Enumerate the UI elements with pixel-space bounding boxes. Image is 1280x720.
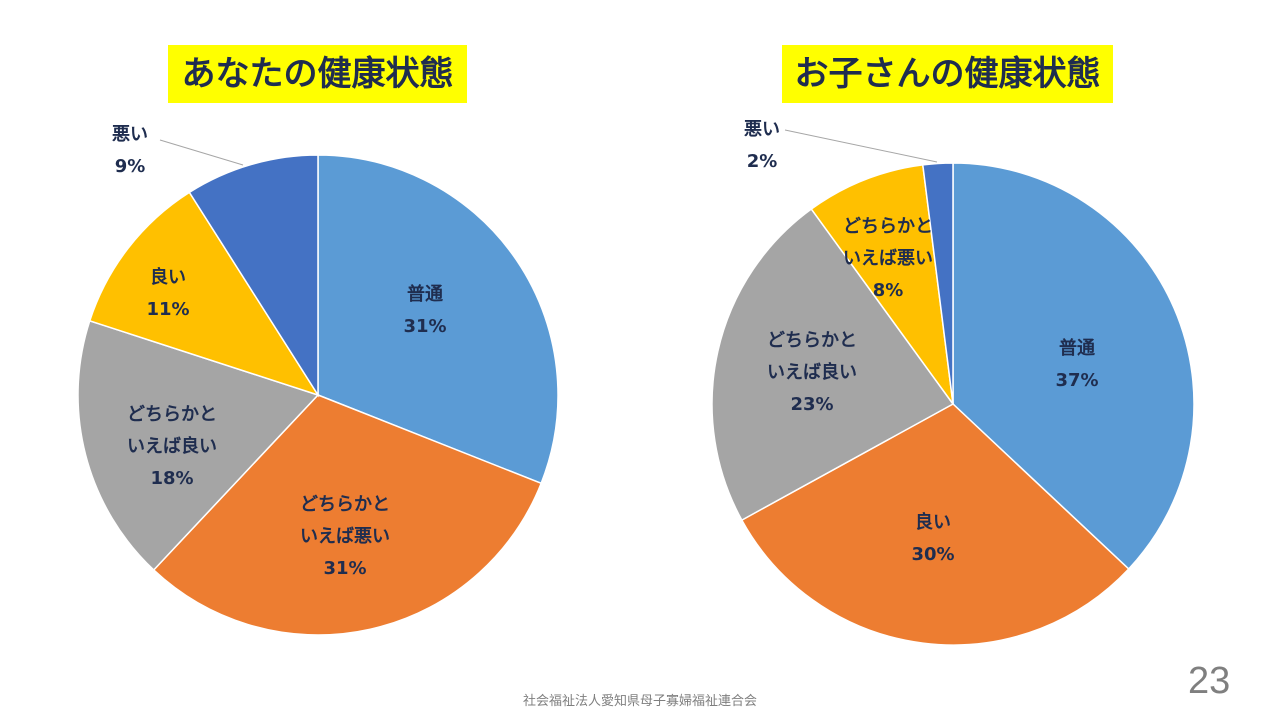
data-label-line: 普通 — [1059, 337, 1095, 359]
data-label-line: 9% — [115, 156, 146, 177]
data-label-line: 2% — [747, 151, 778, 172]
data-label-line: どちらかと — [767, 330, 857, 351]
pie-slice — [88, 191, 320, 397]
footer-organization: 社会福祉法人愛知県母子寡婦福祉連合会 — [522, 694, 757, 709]
data-label: 悪い 9% — [112, 124, 148, 177]
data-label-line: 30% — [911, 544, 954, 565]
pie-slice — [921, 162, 954, 405]
data-label: どちらかといえば悪い 8% — [843, 216, 933, 301]
pie-slice — [740, 403, 1130, 646]
leader-line — [784, 129, 938, 163]
data-label: 普通 31% — [403, 283, 446, 337]
leader-line — [159, 139, 244, 166]
data-label-line: 悪い — [744, 119, 780, 140]
data-label-line: どちらかと — [127, 404, 217, 425]
data-label-line: いえば良い — [127, 435, 217, 457]
data-label-line: 良い — [150, 266, 186, 288]
chart-title-self: あなたの健康状態 — [168, 45, 467, 103]
data-label: 良い 11% — [146, 266, 189, 320]
data-label: 良い 30% — [911, 511, 954, 565]
data-label-line: 31% — [323, 558, 366, 579]
pie-slice — [952, 162, 1195, 571]
data-label-line: 31% — [403, 316, 446, 337]
data-label-line: 悪い — [112, 124, 148, 145]
data-label-line: どちらかと — [843, 216, 933, 237]
data-label: 普通 37% — [1055, 337, 1098, 391]
data-label-line: 良い — [915, 511, 951, 533]
pie-slice — [317, 154, 559, 485]
pie-slice — [188, 154, 319, 398]
chart-title-child: お子さんの健康状態 — [782, 45, 1113, 103]
pie-slice — [77, 319, 320, 572]
pie-slice — [810, 164, 954, 405]
data-label: 悪い 2% — [744, 119, 780, 172]
pie-slice — [711, 207, 955, 522]
data-label: どちらかといえば良い 23% — [767, 330, 857, 415]
data-label-line: 11% — [146, 299, 189, 320]
data-label-line: 37% — [1055, 370, 1098, 391]
page-number: 23 — [1188, 660, 1231, 702]
data-label-line: 18% — [150, 468, 193, 489]
data-label-line: 23% — [790, 394, 833, 415]
data-label-line: 8% — [873, 280, 904, 301]
data-label-line: 普通 — [407, 283, 443, 305]
data-label: どちらかといえば良い 18% — [127, 404, 217, 489]
data-label-line: いえば悪い — [300, 526, 390, 547]
pie-slice — [152, 394, 543, 636]
data-label-line: いえば良い — [767, 361, 857, 383]
data-label-line: どちらかと — [300, 494, 390, 515]
data-label: どちらかといえば悪い 31% — [300, 494, 390, 579]
data-label-line: いえば悪い — [843, 248, 933, 269]
